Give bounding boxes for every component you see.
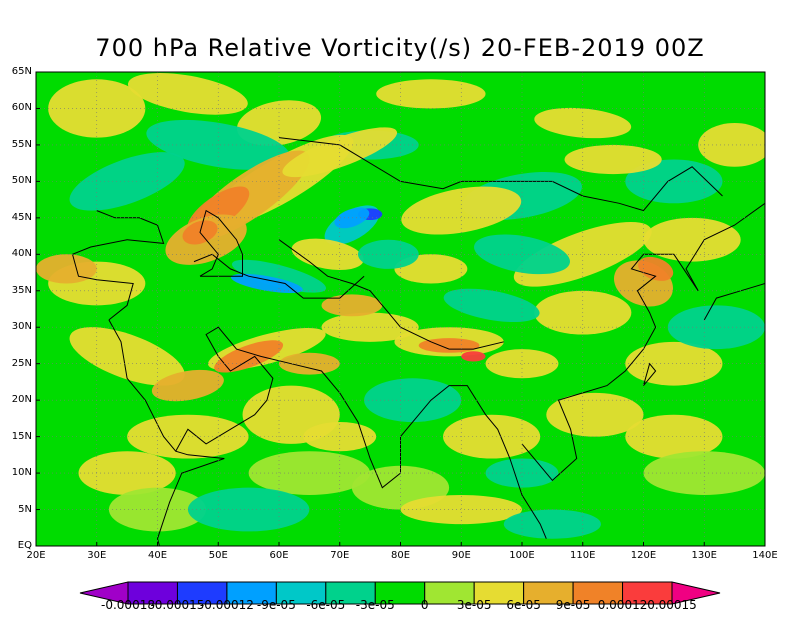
vorticity-contour-region <box>638 256 674 281</box>
vorticity-contour-region <box>474 234 570 275</box>
colorbar-label: -3e-05 <box>355 598 395 612</box>
longitude-tick-label: 70E <box>330 550 350 561</box>
vorticity-contour-region <box>564 144 662 175</box>
longitude-tick-label: 60E <box>269 550 289 561</box>
coastline-segment <box>71 210 165 321</box>
vorticity-contour-region <box>443 414 541 459</box>
colorbar-label: 0.00015 <box>647 598 697 612</box>
vorticity-contour-region <box>69 327 185 386</box>
colorbar-label: -6e-05 <box>306 598 346 612</box>
longitude-tick-label: 100E <box>509 550 535 561</box>
vorticity-contour-region <box>534 107 632 139</box>
field-layer <box>36 72 765 546</box>
longitude-tick-label: 20E <box>26 550 46 561</box>
coastline-segment <box>108 319 225 546</box>
latitude-tick-label: EQ <box>17 540 32 551</box>
vorticity-contour-region <box>321 294 383 317</box>
vorticity-contour-region <box>334 207 370 229</box>
colorbar-label: 9e-05 <box>555 598 591 612</box>
vorticity-contour-region <box>108 487 207 532</box>
latitude-tick-label: 20N <box>11 394 32 406</box>
latitude-tick-label: 35N <box>11 284 32 296</box>
coastline-segment <box>175 326 547 539</box>
vorticity-contour-region <box>78 451 176 495</box>
vorticity-contours <box>36 73 765 539</box>
vorticity-contour-region <box>485 349 559 379</box>
coastline-segment <box>278 239 504 350</box>
colorbar-label: -0.00012 <box>199 598 254 612</box>
vorticity-contour-region <box>230 273 303 294</box>
longitude-tick-label: 120E <box>630 550 657 561</box>
vorticity-contour-region <box>546 392 644 437</box>
longitude-tick-label: 80E <box>390 550 411 561</box>
vorticity-contour-region <box>127 73 248 115</box>
vorticity-contour-region <box>503 509 601 539</box>
vorticity-contour-region <box>400 494 522 525</box>
longitude-tick-label: 110E <box>570 550 596 561</box>
colorbar-label: 0.00012 <box>597 598 648 612</box>
longitude-tick-label: 50E <box>208 550 228 561</box>
coastline-segment <box>521 202 765 482</box>
vorticity-contour-region <box>376 79 486 109</box>
page-title: 700 hPa Relative Vorticity(/s) 20-FEB-20… <box>95 34 705 62</box>
colorbar <box>79 581 721 605</box>
colorbar-label: -9e-05 <box>256 598 296 612</box>
vorticity-contour-region <box>461 351 486 362</box>
latitude-tick-label: 65N <box>11 66 32 77</box>
latitude-tick-label: 40N <box>11 248 32 260</box>
colorbar-label: 6e-05 <box>506 598 541 612</box>
latitude-tick-label: 10N <box>11 467 32 479</box>
colorbar-label: 3e-05 <box>456 598 492 612</box>
colorbar-label: -0.00018 <box>101 598 155 612</box>
vorticity-contour-region <box>698 123 765 167</box>
coastline-segment <box>199 209 243 277</box>
vorticity-contour-region <box>214 340 284 373</box>
vorticity-contour-region <box>279 352 340 375</box>
coastline-segment <box>643 362 657 386</box>
latitude-tick-label: 55N <box>11 138 32 150</box>
vorticity-contour-region <box>69 152 185 211</box>
longitude-tick-label: 130E <box>691 550 717 561</box>
colorbar-label: -0.00015 <box>150 598 205 612</box>
vorticity-contour-region <box>625 341 723 386</box>
colorbar-label: 0 <box>420 598 429 612</box>
latitude-tick-label: 30N <box>11 321 32 333</box>
colorbar-segment <box>671 581 721 605</box>
vorticity-contour-region <box>625 159 723 204</box>
vorticity-contour-region <box>625 414 723 459</box>
vorticity-contour-region <box>443 288 540 323</box>
latitude-tick-label: 15N <box>11 430 32 442</box>
coastline-segment <box>703 247 765 321</box>
gridlines <box>36 72 765 546</box>
longitude-tick-label: 40E <box>147 550 168 561</box>
axis-ticks <box>35 71 766 547</box>
latitude-tick-label: 45N <box>11 211 32 223</box>
latitude-tick-label: 60N <box>11 102 32 114</box>
longitude-tick-label: 90E <box>451 550 471 561</box>
longitude-tick-label: 30E <box>87 550 107 561</box>
vorticity-contour-region <box>401 186 522 235</box>
latitude-tick-label: 5N <box>18 503 32 515</box>
vorticity-contour-region <box>643 217 741 262</box>
vorticity-contour-region <box>248 451 371 495</box>
coastline-segment <box>193 253 365 299</box>
vorticity-contour-region <box>151 369 224 402</box>
longitude-tick-label: 140E <box>752 550 778 561</box>
vorticity-contour-region <box>36 254 97 284</box>
latitude-tick-label: 25N <box>11 357 32 369</box>
vorticity-contour-region <box>127 414 249 459</box>
latitude-tick-label: 50N <box>11 175 32 187</box>
